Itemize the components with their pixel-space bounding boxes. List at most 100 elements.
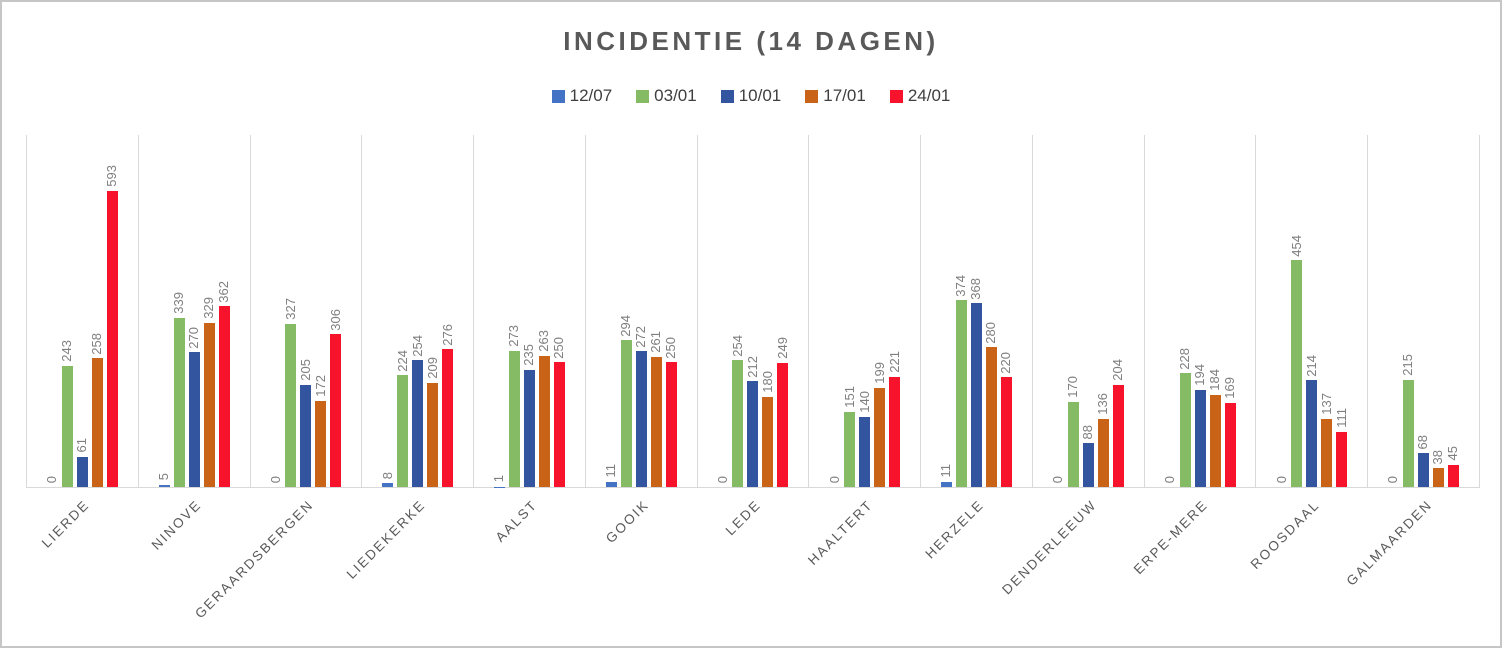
bar-column: 276 bbox=[440, 324, 455, 487]
bar-12-07-aalst[interactable] bbox=[493, 486, 505, 487]
bar-03-01-roosdaal[interactable] bbox=[1291, 260, 1303, 487]
bar-column: 204 bbox=[1110, 359, 1125, 487]
bar-column: 250 bbox=[551, 336, 567, 487]
bar-10-01-roosdaal[interactable] bbox=[1306, 380, 1318, 487]
legend-item-03-01[interactable]: 03/01 bbox=[636, 86, 697, 106]
bar-value-label: 224 bbox=[394, 349, 410, 372]
bar-24-01-denderleeuw[interactable] bbox=[1112, 385, 1124, 487]
bar-03-01-liedekerke[interactable] bbox=[397, 375, 409, 487]
bar-column: 11 bbox=[938, 464, 953, 487]
bar-17-01-ninove[interactable] bbox=[203, 322, 215, 487]
bar-03-01-lierde[interactable] bbox=[61, 365, 73, 487]
bar-10-01-lierde[interactable] bbox=[76, 456, 88, 487]
bar-value-label: 88 bbox=[1080, 424, 1096, 440]
legend-item-10-01[interactable]: 10/01 bbox=[720, 86, 781, 106]
bar-value-label: 593 bbox=[104, 165, 120, 187]
bar-12-07-ninove[interactable] bbox=[158, 484, 170, 487]
bar-17-01-lierde[interactable] bbox=[91, 358, 103, 487]
bar-value-label: 254 bbox=[729, 334, 745, 357]
bar-value-label: 8 bbox=[379, 471, 395, 479]
bar-17-01-haaltert[interactable] bbox=[874, 387, 886, 487]
legend-item-17-01[interactable]: 17/01 bbox=[805, 86, 866, 106]
bar-value-label: 235 bbox=[521, 344, 537, 366]
bar-10-01-haaltert[interactable] bbox=[859, 417, 871, 487]
bar-value-label: 250 bbox=[551, 336, 567, 359]
bar-10-01-denderleeuw[interactable] bbox=[1082, 443, 1094, 487]
bar-17-01-liedekerke[interactable] bbox=[427, 382, 439, 487]
bar-10-01-gooik[interactable] bbox=[635, 351, 647, 487]
bar-12-07-herzele[interactable] bbox=[941, 481, 952, 487]
bar-value-label: 250 bbox=[663, 336, 679, 359]
bar-10-01-lede[interactable] bbox=[747, 381, 759, 487]
bar-24-01-liedekerke[interactable] bbox=[442, 349, 454, 487]
bar-03-01-erpe-mere[interactable] bbox=[1179, 373, 1191, 487]
bar-10-01-liedekerke[interactable] bbox=[412, 360, 424, 487]
x-axis-label-ninove: NINOVE bbox=[148, 497, 205, 553]
bar-03-01-lede[interactable] bbox=[732, 360, 744, 487]
bar-column: 0 bbox=[827, 476, 842, 487]
bar-value-label: 327 bbox=[282, 298, 298, 320]
bar-03-01-ninove[interactable] bbox=[173, 317, 185, 487]
bar-10-01-geraardsbergen[interactable] bbox=[300, 384, 312, 487]
bar-24-01-haaltert[interactable] bbox=[889, 376, 901, 487]
bar-03-01-geraardsbergen[interactable] bbox=[285, 323, 297, 487]
bar-24-01-ninove[interactable] bbox=[218, 306, 230, 487]
x-axis-cell: LEDE bbox=[697, 489, 809, 644]
bar-column: 38 bbox=[1430, 450, 1445, 487]
legend-label: 17/01 bbox=[823, 86, 866, 105]
bar-17-01-herzele[interactable] bbox=[986, 347, 997, 487]
category-cell-ninove: 5 339 270 329 362 bbox=[137, 135, 250, 487]
category-cell-herzele: 11 374 368 280 220 bbox=[920, 135, 1032, 487]
bar-column: 5 bbox=[156, 473, 171, 487]
bar-24-01-lede[interactable] bbox=[777, 362, 789, 487]
bar-column: 250 bbox=[663, 336, 679, 487]
bar-column: 151 bbox=[841, 385, 857, 487]
bar-value-label: 140 bbox=[856, 391, 872, 414]
bar-10-01-ninove[interactable] bbox=[188, 352, 200, 487]
legend-item-24-01[interactable]: 24/01 bbox=[889, 86, 950, 106]
x-axis-cell: GERAARDSBERGEN bbox=[192, 489, 362, 644]
bar-value-label: 228 bbox=[1176, 347, 1192, 370]
bar-03-01-aalst[interactable] bbox=[508, 350, 520, 487]
bar-12-07-liedekerke[interactable] bbox=[382, 483, 394, 487]
legend-item-12-07[interactable]: 12/07 bbox=[551, 86, 612, 106]
bar-17-01-denderleeuw[interactable] bbox=[1097, 419, 1109, 487]
bar-value-label: 194 bbox=[1191, 364, 1207, 387]
bar-10-01-galmaarden[interactable] bbox=[1418, 453, 1430, 487]
bar-column: 88 bbox=[1080, 424, 1096, 487]
bar-10-01-herzele[interactable] bbox=[971, 303, 982, 487]
bar-24-01-erpe-mere[interactable] bbox=[1224, 402, 1236, 487]
bar-value-label: 68 bbox=[1415, 434, 1431, 449]
bar-24-01-galmaarden[interactable] bbox=[1448, 464, 1460, 487]
bar-10-01-erpe-mere[interactable] bbox=[1194, 390, 1206, 487]
bar-03-01-gooik[interactable] bbox=[620, 340, 632, 487]
bar-value-label: 151 bbox=[841, 385, 857, 408]
bar-value-label: 0 bbox=[714, 475, 730, 483]
bar-column: 374 bbox=[953, 275, 968, 487]
bar-17-01-gooik[interactable] bbox=[650, 356, 662, 487]
bar-17-01-galmaarden[interactable] bbox=[1433, 468, 1445, 487]
bar-value-label: 212 bbox=[744, 355, 760, 378]
bar-24-01-gooik[interactable] bbox=[665, 362, 677, 487]
bar-17-01-roosdaal[interactable] bbox=[1321, 418, 1333, 487]
bar-03-01-herzele[interactable] bbox=[956, 300, 967, 487]
bar-17-01-erpe-mere[interactable] bbox=[1209, 395, 1221, 487]
bar-10-01-aalst[interactable] bbox=[523, 369, 535, 487]
category-cell-haaltert: 0 151 140 199 221 bbox=[808, 135, 920, 487]
bar-column: 243 bbox=[59, 340, 74, 487]
bar-03-01-denderleeuw[interactable] bbox=[1067, 402, 1079, 487]
bar-24-01-herzele[interactable] bbox=[1001, 377, 1012, 487]
bar-03-01-haaltert[interactable] bbox=[844, 411, 856, 487]
bar-12-07-gooik[interactable] bbox=[605, 481, 617, 487]
bar-24-01-geraardsbergen[interactable] bbox=[330, 334, 342, 487]
bar-03-01-galmaarden[interactable] bbox=[1403, 379, 1415, 487]
bar-24-01-lierde[interactable] bbox=[106, 190, 118, 487]
bar-24-01-roosdaal[interactable] bbox=[1336, 431, 1348, 487]
bar-24-01-aalst[interactable] bbox=[553, 362, 565, 487]
bar-17-01-lede[interactable] bbox=[762, 397, 774, 487]
x-axis-label-gooik: GOOIK bbox=[602, 497, 652, 546]
bar-column: 454 bbox=[1288, 234, 1304, 487]
bar-17-01-geraardsbergen[interactable] bbox=[315, 401, 327, 487]
bar-value-label: 454 bbox=[1288, 234, 1304, 257]
bar-17-01-aalst[interactable] bbox=[538, 355, 550, 487]
